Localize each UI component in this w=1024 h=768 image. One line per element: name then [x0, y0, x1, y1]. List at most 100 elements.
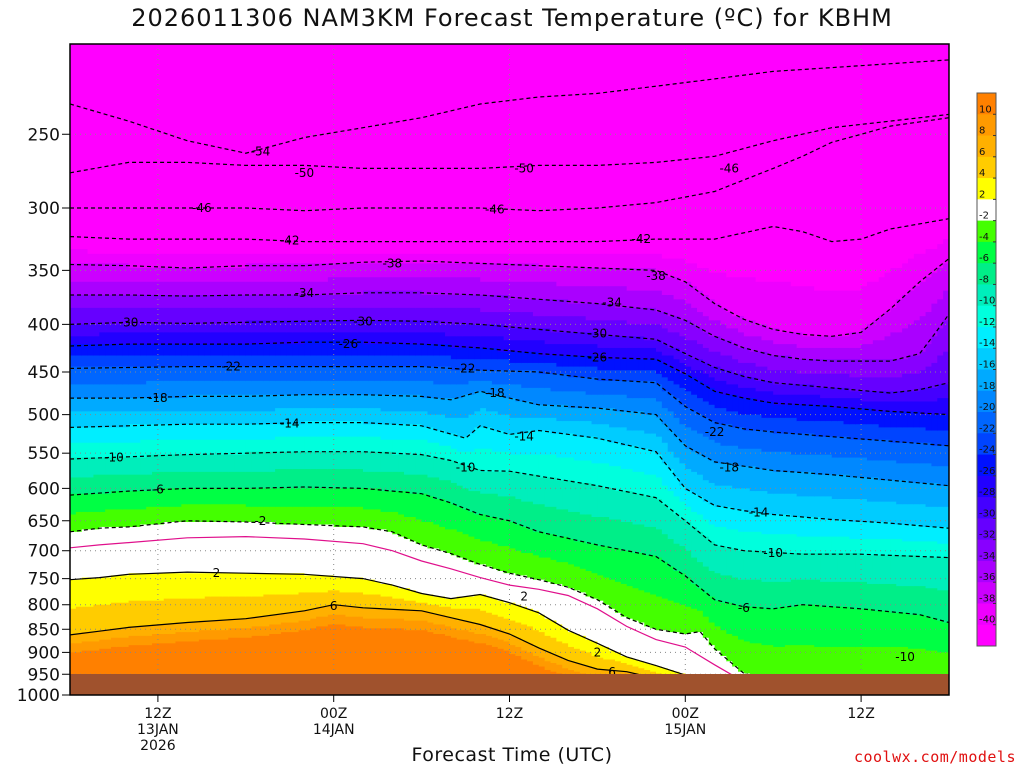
field-cell: [280, 524, 288, 574]
field-cell: [222, 630, 229, 641]
field-cell: [685, 633, 692, 678]
field-cell: [433, 430, 440, 444]
field-cell: [767, 380, 774, 392]
field-cell: [890, 377, 897, 392]
field-cell: [732, 316, 739, 329]
field-cell: [134, 491, 141, 510]
field-cell: [357, 577, 364, 594]
field-cell: [767, 355, 774, 371]
field-cell: [691, 370, 698, 378]
field-cell: [913, 373, 921, 392]
field-cell: [298, 253, 305, 264]
field-cell: [327, 506, 335, 526]
field-cell: [779, 355, 786, 371]
field-cell: [228, 424, 235, 441]
field-cell: [825, 290, 833, 337]
field-cell: [638, 622, 645, 662]
field-cell: [802, 604, 809, 646]
field-cell: [913, 44, 921, 255]
field-cell: [732, 604, 739, 637]
field-cell: [404, 366, 411, 382]
field-cell: [720, 575, 727, 604]
field-cell: [814, 359, 821, 375]
field-cell: [527, 430, 534, 456]
field-cell: [157, 355, 165, 368]
field-cell: [310, 281, 317, 296]
field-cell: [468, 263, 475, 278]
field-cell: [122, 646, 130, 695]
field-cell: [509, 299, 516, 313]
field-cell: [603, 604, 610, 648]
field-cell: [468, 511, 475, 538]
field-cell: [527, 253, 534, 264]
field-cell: [316, 626, 323, 695]
field-cell: [157, 366, 165, 382]
field-cell: [146, 439, 153, 456]
field-cell: [263, 594, 270, 618]
field-cell: [251, 626, 259, 637]
field-cell: [679, 573, 686, 606]
field-cell: [468, 370, 475, 382]
field-cell: [808, 286, 815, 337]
field-cell: [216, 380, 223, 396]
field-cell: [122, 457, 130, 476]
field-cell: [497, 351, 505, 360]
field-cell: [134, 384, 141, 399]
field-cell: [568, 377, 575, 392]
field-cell: [450, 598, 458, 610]
field-cell: [866, 646, 874, 681]
field-cell: [456, 506, 464, 533]
field-cell: [321, 421, 329, 438]
field-cell: [415, 332, 423, 345]
field-cell: [275, 469, 282, 489]
field-cell: [620, 359, 628, 371]
field-cell: [228, 344, 235, 357]
field-cell: [943, 263, 949, 292]
field-cell: [890, 411, 897, 428]
field-cell: [280, 263, 288, 283]
isotherm-label: -10: [456, 461, 476, 475]
field-cell: [779, 493, 786, 516]
field-cell: [802, 433, 809, 456]
field-cell: [275, 506, 282, 526]
field-cell: [450, 263, 458, 278]
field-cell: [480, 380, 487, 392]
field-cell: [374, 277, 382, 292]
field-cell: [714, 366, 722, 382]
field-cell: [632, 336, 640, 349]
field-cell: [497, 648, 505, 695]
field-cell: [128, 645, 136, 695]
field-cell: [497, 546, 505, 572]
field-cell: [784, 433, 792, 453]
field-cell: [450, 618, 458, 629]
field-cell: [673, 347, 681, 360]
field-cell: [374, 320, 382, 333]
field-cell: [749, 387, 757, 399]
field-cell: [345, 506, 352, 528]
field-cell: [222, 344, 229, 357]
field-cell: [638, 347, 645, 360]
field-cell: [667, 355, 675, 368]
field-cell: [445, 626, 452, 637]
field-cell: [866, 460, 874, 479]
field-cell: [632, 620, 640, 661]
field-cell: [380, 263, 388, 278]
field-cell: [943, 590, 949, 624]
field-cell: [415, 355, 423, 368]
field-cell: [884, 646, 891, 680]
field-cell: [70, 366, 77, 386]
field-cell: [650, 594, 657, 629]
field-cell: [351, 380, 358, 396]
field-cell: [275, 281, 282, 296]
field-cell: [421, 620, 429, 631]
field-cell: [573, 377, 581, 392]
field-cell: [339, 394, 347, 409]
field-cell: [779, 534, 786, 554]
field-cell: [714, 351, 722, 368]
field-cell: [321, 340, 329, 357]
field-cell: [825, 347, 833, 360]
field-cell: [187, 622, 194, 633]
colorbar-swatch: [977, 348, 996, 370]
field-cell: [673, 359, 681, 371]
field-cell: [409, 277, 417, 292]
